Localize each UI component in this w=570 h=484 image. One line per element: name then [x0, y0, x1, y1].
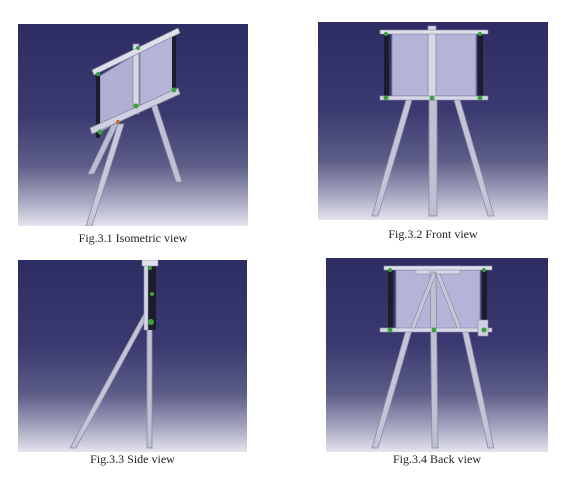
- figure-caption-isometric: Fig.3.1 Isometric view: [78, 231, 188, 245]
- isometric-view-render: [18, 24, 248, 226]
- figure-caption-front: Fig.3.2 Front view: [388, 227, 478, 241]
- front-view-render: [318, 22, 548, 220]
- figure-caption-side: Fig.3.3 Side view: [90, 452, 175, 466]
- back-view-render: [326, 258, 548, 452]
- back-view-easel: [371, 265, 495, 449]
- front-view-easel: [371, 25, 495, 217]
- side-view-render: [18, 260, 247, 452]
- isometric-view-easel: [85, 27, 183, 226]
- side-view-easel: [69, 260, 159, 449]
- figure-caption-back: Fig.3.4 Back view: [393, 452, 481, 466]
